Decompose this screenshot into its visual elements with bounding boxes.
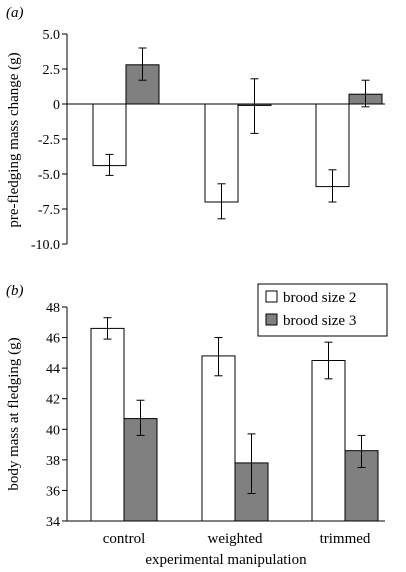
y-tick-label: 5.0 xyxy=(43,28,61,43)
category-label-weighted: weighted xyxy=(208,531,263,547)
y-tick-label: 38 xyxy=(46,454,60,469)
category-label-control: control xyxy=(103,531,146,547)
y-tick-label: 42 xyxy=(46,393,60,408)
y-tick-label: -7.5 xyxy=(38,203,60,218)
legend-label-series-2: brood size 3 xyxy=(283,313,356,329)
y-axis-title: body mass at fledging (g) xyxy=(6,337,22,490)
y-tick-label: -2.5 xyxy=(38,133,60,148)
legend-swatch-series-2 xyxy=(265,313,278,326)
y-tick-label: 48 xyxy=(46,301,60,316)
legend-label-series-1: brood size 2 xyxy=(283,290,356,306)
y-tick-label: 46 xyxy=(46,332,60,347)
y-tick-label: 36 xyxy=(46,484,60,499)
y-tick-label: -5.0 xyxy=(38,168,60,183)
panel-label: (a) xyxy=(6,5,24,21)
category-label-trimmed: trimmed xyxy=(320,531,371,547)
legend-swatch-series-1 xyxy=(265,290,278,303)
y-tick-label: 2.5 xyxy=(43,63,61,78)
y-axis-title: pre-fledging mass change (g) xyxy=(6,52,22,227)
bar-trimmed-series-1 xyxy=(311,360,346,522)
y-tick-label: 34 xyxy=(46,515,60,530)
legend: brood size 2 brood size 3 xyxy=(257,283,388,337)
bar-control-series-1 xyxy=(90,327,125,522)
panel-b-chart: (b) 48 46 44 42 40 38 36 34 body mass at fledging… xyxy=(6,283,388,568)
y-tick-label: -10.0 xyxy=(31,238,60,253)
x-axis-title: experimental manipulation xyxy=(145,552,307,568)
y-tick-label: 0 xyxy=(53,98,60,113)
legend-box xyxy=(257,283,388,337)
y-tick-label: 40 xyxy=(46,423,60,438)
y-tick-label: 44 xyxy=(46,362,60,377)
panel-label: (b) xyxy=(6,283,24,299)
bar-weighted-series-1 xyxy=(201,355,236,522)
panel-a-chart: (a) 5.0 2.5 0 -2.5 -5.0 -7.5 -10.0 pre-fledging … xyxy=(6,5,385,253)
